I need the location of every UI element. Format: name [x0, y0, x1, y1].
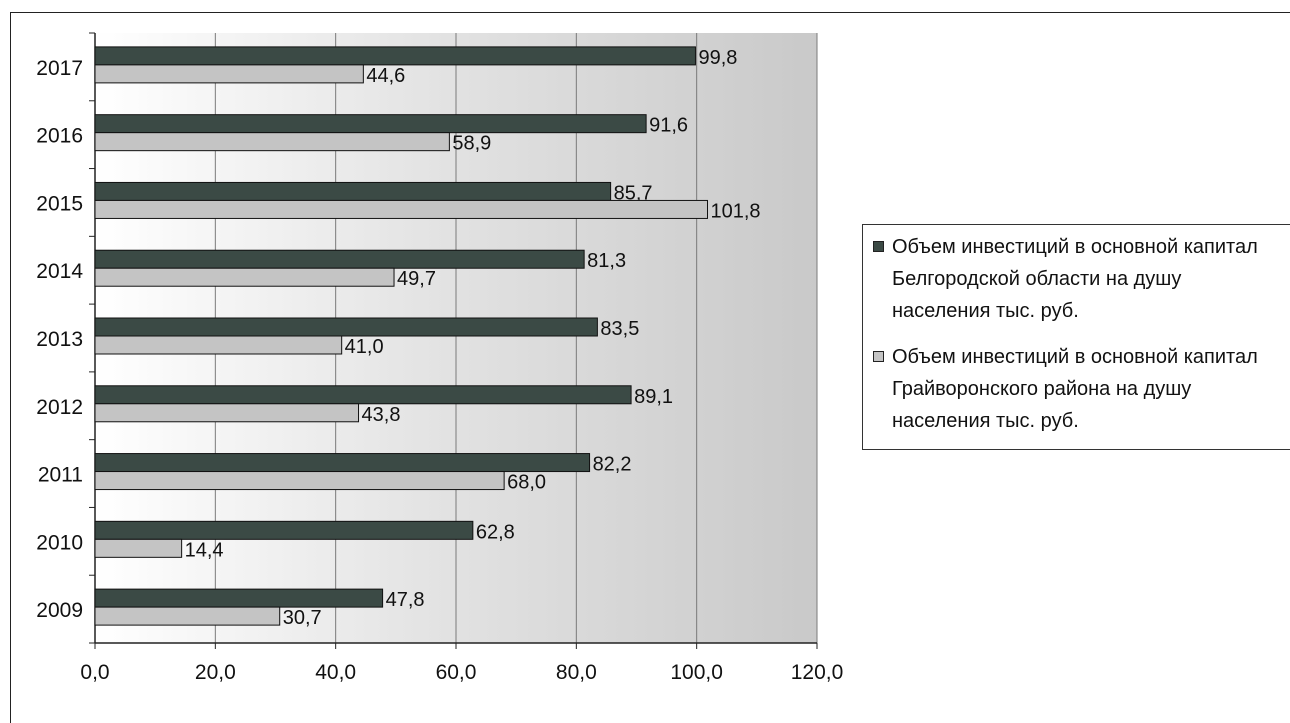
- legend-swatch-belgorod: [873, 241, 884, 252]
- bar-grayvoron: [94, 199, 708, 219]
- bar-belgorod: [94, 588, 384, 608]
- x-tick-label: 60,0: [436, 661, 477, 684]
- data-label: 82,2: [593, 454, 632, 476]
- legend-label-belgorod-line1: Объем инвестиций в основной капитал: [892, 236, 1258, 258]
- bar-grayvoron: [94, 606, 281, 626]
- legend-swatch-grayvoron: [873, 351, 884, 362]
- y-tick-label: 2017: [36, 57, 83, 80]
- data-label: 83,5: [600, 318, 639, 340]
- data-label: 68,0: [507, 472, 546, 494]
- bar-belgorod: [94, 46, 696, 66]
- data-label: 85,7: [614, 182, 653, 204]
- legend-label-grayvoron-line2: Грайворонского района на душу: [892, 378, 1192, 400]
- data-label: 44,6: [366, 65, 405, 87]
- y-tick-label: 2015: [36, 192, 83, 215]
- bar-grayvoron: [94, 403, 360, 423]
- bar-grayvoron: [94, 471, 505, 491]
- bar-belgorod: [94, 114, 647, 134]
- legend-label-belgorod-line3: населения тыс. руб.: [892, 300, 1079, 322]
- x-tick-label: 80,0: [556, 661, 597, 684]
- data-label: 62,8: [476, 521, 515, 543]
- y-tick-label: 2013: [36, 328, 83, 351]
- data-label: 89,1: [634, 386, 673, 408]
- bar-belgorod: [94, 181, 612, 201]
- data-label: 49,7: [397, 268, 436, 290]
- data-label: 30,7: [283, 607, 322, 629]
- bar-belgorod: [94, 385, 632, 405]
- x-tick-label: 40,0: [315, 661, 356, 684]
- bar-chart: 0,0 20,0 40,0 60,0 80,0 100,0 120,0 2017 99,8 44,…: [36, 32, 844, 684]
- x-tick-label: 0,0: [80, 661, 109, 684]
- legend-item-grayvoron: Объем инвестиций в основной капитал Грай…: [873, 341, 1288, 437]
- data-label: 101,8: [710, 200, 760, 222]
- x-tick-label: 120,0: [791, 661, 844, 684]
- bar-grayvoron: [94, 267, 395, 287]
- legend-label-grayvoron-line1: Объем инвестиций в основной капитал: [892, 346, 1258, 368]
- y-tick-label: 2011: [38, 464, 83, 487]
- legend-item-belgorod: Объем инвестиций в основной капитал Белг…: [873, 231, 1288, 327]
- y-tick-label: 2016: [36, 125, 83, 148]
- legend-label-belgorod-line2: Белгородской области на душу: [892, 268, 1182, 290]
- bar-grayvoron: [94, 64, 364, 84]
- bar-grayvoron: [94, 538, 183, 558]
- bar-belgorod: [94, 317, 598, 337]
- legend-label-grayvoron-line3: населения тыс. руб.: [892, 410, 1079, 432]
- data-label: 14,4: [185, 539, 224, 561]
- legend: Объем инвестиций в основной капитал Белг…: [862, 224, 1290, 450]
- data-label: 47,8: [386, 589, 425, 611]
- x-tick-label: 100,0: [670, 661, 723, 684]
- y-tick-label: 2009: [36, 599, 83, 622]
- bar-belgorod: [94, 249, 585, 269]
- bar-grayvoron: [94, 335, 343, 355]
- bar-belgorod: [94, 520, 474, 540]
- data-label: 99,8: [698, 47, 737, 69]
- data-label: 43,8: [362, 404, 401, 426]
- data-label: 81,3: [587, 250, 626, 272]
- data-label: 91,6: [649, 115, 688, 137]
- bar-grayvoron: [94, 132, 450, 152]
- data-label: 58,9: [452, 133, 491, 155]
- data-label: 41,0: [345, 336, 384, 358]
- bar-belgorod: [94, 453, 591, 473]
- x-tick-label: 20,0: [195, 661, 236, 684]
- y-tick-label: 2014: [36, 260, 83, 283]
- y-tick-label: 2010: [36, 531, 83, 554]
- y-tick-label: 2012: [36, 396, 83, 419]
